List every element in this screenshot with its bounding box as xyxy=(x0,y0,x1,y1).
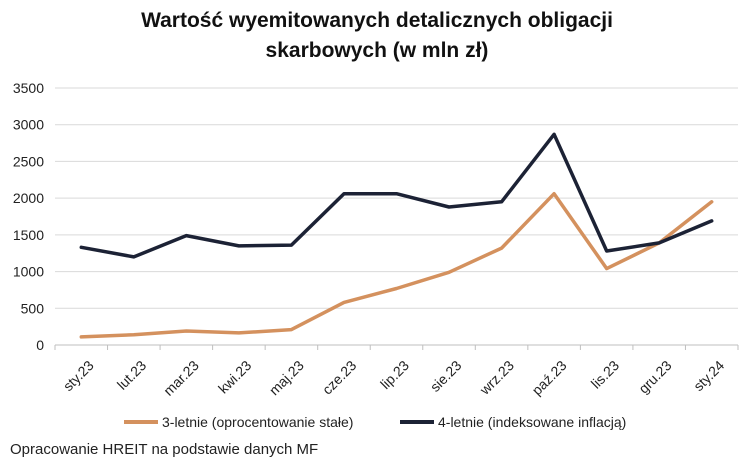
legend-swatch-4-letnie xyxy=(400,420,434,424)
chart-title-line-1: Wartość wyemitowanych detalicznych oblig… xyxy=(141,9,613,32)
legend-item-4-letnie: 4-letnie (indeksowane inflacją) xyxy=(400,414,626,430)
series-line-4-letnie xyxy=(79,132,714,259)
x-tick-label: wrz.23 xyxy=(476,357,517,398)
x-tick-label: cze.23 xyxy=(319,357,360,398)
x-tick-label: sie.23 xyxy=(427,357,465,395)
x-tick-label: mar.23 xyxy=(160,357,202,399)
x-tick-label: sty.24 xyxy=(690,357,727,394)
y-tick-label: 1500 xyxy=(13,227,44,243)
x-tick-label: kwi.23 xyxy=(215,357,255,397)
x-tick-label: lis.23 xyxy=(588,357,623,392)
legend-item-3-letnie: 3-letnie (oprocentowanie stałe) xyxy=(124,414,353,430)
y-tick-label: 2000 xyxy=(13,190,44,206)
y-axis-ticks: 0 500 1000 1500 2000 2500 3000 3500 xyxy=(13,80,44,353)
x-tick-label: paź.23 xyxy=(529,357,570,398)
series-line-3-letnie xyxy=(79,191,714,339)
x-tick-label: gru.23 xyxy=(635,357,675,397)
chart-title-line-2: skarbowych (w mln zł) xyxy=(265,39,489,62)
x-tick-label: maj.23 xyxy=(266,357,307,398)
legend: 3-letnie (oprocentowanie stałe) 4-letnie… xyxy=(0,414,754,434)
x-tick-label: lip.23 xyxy=(377,357,412,392)
y-tick-label: 0 xyxy=(36,337,44,353)
legend-label-3-letnie: 3-letnie (oprocentowanie stałe) xyxy=(162,414,354,430)
legend-label-4-letnie: 4-letnie (indeksowane inflacją) xyxy=(438,414,627,430)
x-tick-label: sty.23 xyxy=(60,357,97,394)
x-axis-ticks: sty.23 lut.23 mar.23 kwi.23 maj.23 cze.23 lip.… xyxy=(60,357,728,399)
gridlines xyxy=(54,87,739,350)
legend-swatch-3-letnie xyxy=(124,420,158,424)
source-note: Opracowanie HREIT na podstawie danych MF xyxy=(10,441,319,458)
chart-title: Wartość wyemitowanych detalicznych oblig… xyxy=(0,6,754,66)
x-tick-label: lut.23 xyxy=(114,357,150,393)
y-tick-label: 1000 xyxy=(13,264,44,280)
series-lines xyxy=(79,132,714,339)
y-tick-label: 2500 xyxy=(13,153,44,169)
y-tick-label: 3500 xyxy=(13,80,44,96)
y-tick-label: 500 xyxy=(21,300,45,316)
y-tick-label: 3000 xyxy=(13,117,44,133)
